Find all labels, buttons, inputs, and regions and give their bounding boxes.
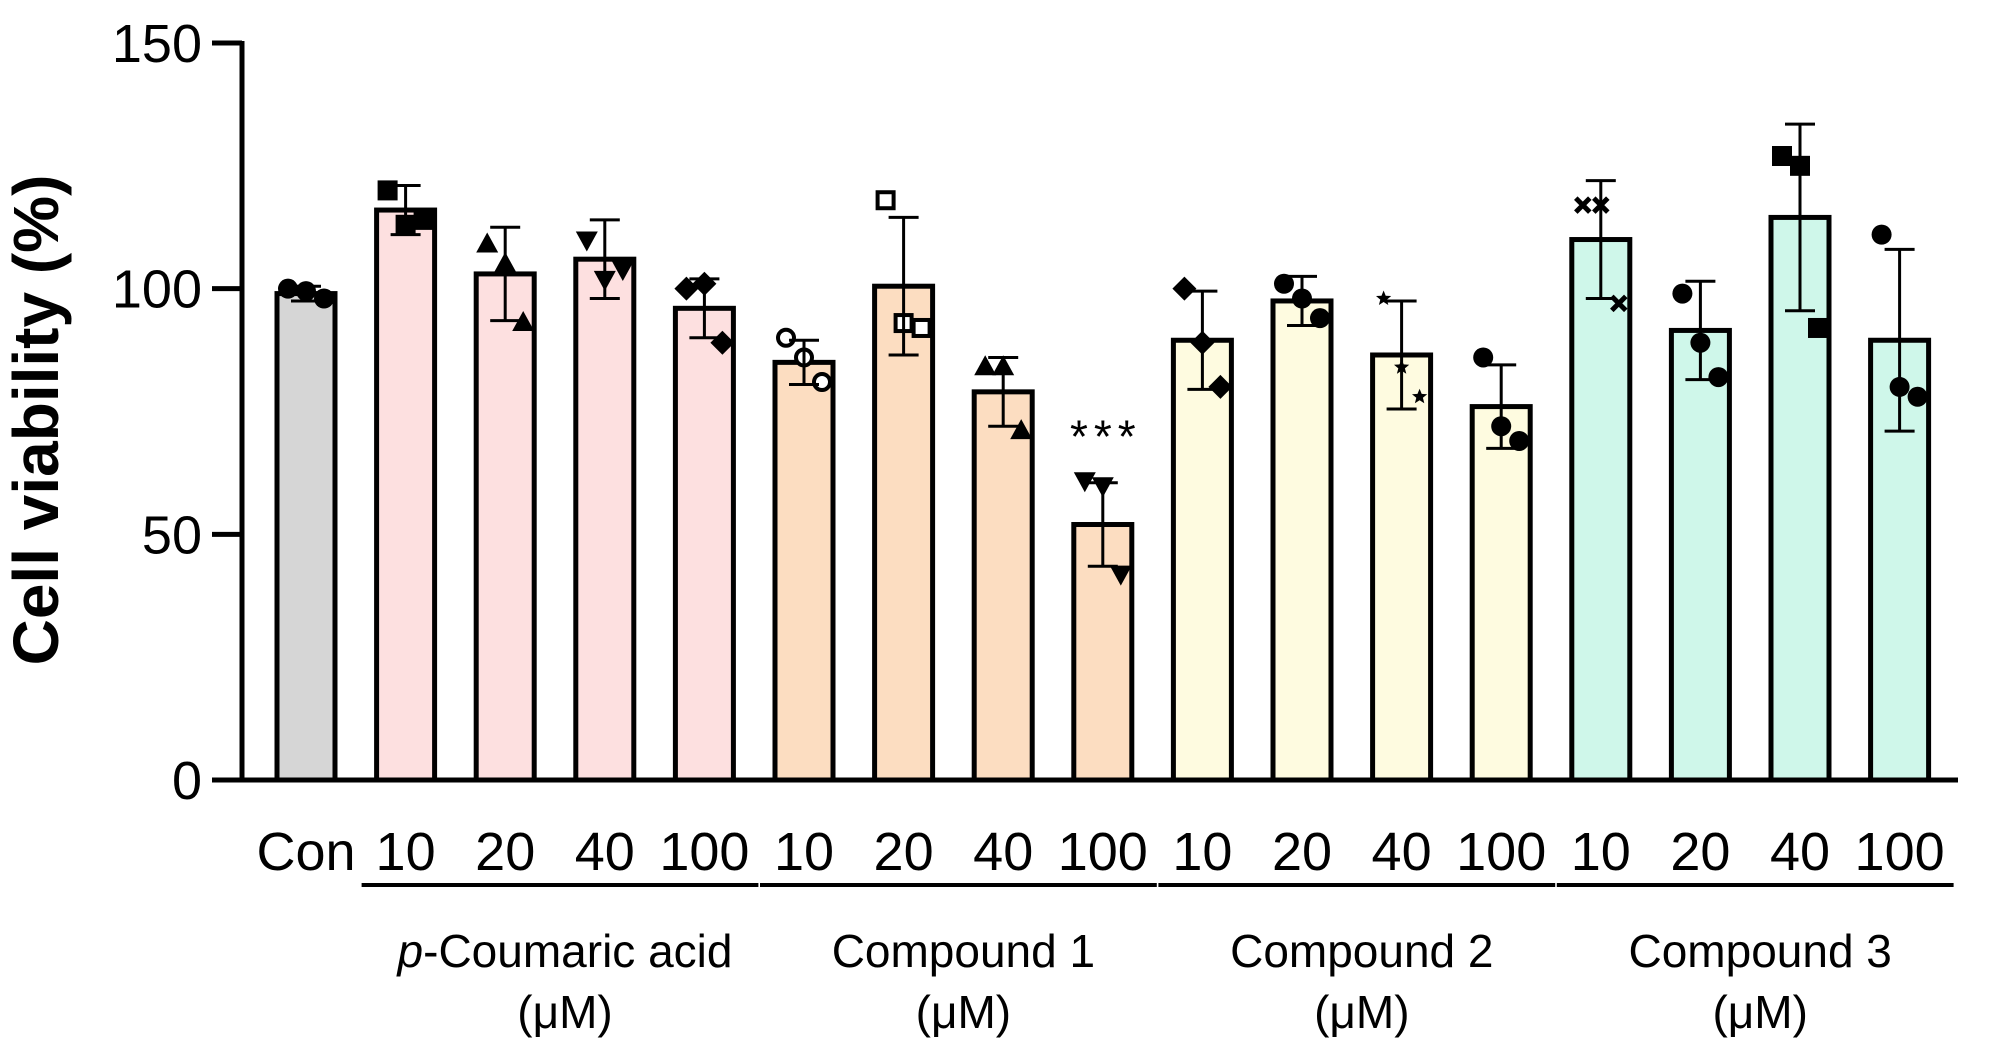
group-label: p-Coumaric acid (396, 925, 733, 977)
x-tick-label: 10 (774, 822, 834, 882)
error-bars (291, 122, 1915, 568)
bar (573, 256, 637, 783)
y-tick-label: 50 (142, 505, 202, 565)
bar (1270, 298, 1334, 783)
data-point (1509, 430, 1530, 451)
bar (1170, 337, 1234, 783)
x-tick-label: 20 (1272, 822, 1332, 882)
data-point (1808, 317, 1828, 338)
bar (672, 305, 736, 783)
bar (274, 291, 338, 783)
group-label: Compound 1 (832, 925, 1095, 977)
data-point (413, 209, 434, 230)
data-point (278, 278, 298, 299)
x-tick-label: 10 (376, 822, 436, 882)
x-tick-label: 40 (1372, 822, 1432, 882)
data-point (776, 327, 796, 348)
data-point (1073, 472, 1096, 493)
group-unit-label: (μM) (1314, 986, 1409, 1038)
x-tick-label: 40 (575, 822, 635, 882)
x-tick-label: 40 (973, 822, 1033, 882)
data-point (1574, 196, 1592, 214)
bars (274, 207, 1932, 783)
significance-label: *** (1070, 411, 1142, 463)
data-point (1907, 386, 1928, 407)
x-tick-labels: Con 10 20 40 100 10 20 40 100 10 20 40 100 10 20 40 100 (256, 822, 1944, 882)
data-point (1376, 290, 1392, 305)
data-point (911, 317, 932, 338)
bar (772, 359, 836, 783)
data-point (1871, 224, 1892, 245)
x-tick-label: 20 (1670, 822, 1730, 882)
data-point (1310, 308, 1330, 329)
data-point (1412, 388, 1428, 404)
data-point (1172, 276, 1197, 301)
x-tick-label: 40 (1770, 822, 1830, 882)
data-point (674, 276, 699, 301)
y-axis: 0 50 100 150 (112, 14, 245, 811)
bar (473, 271, 537, 783)
data-point (476, 232, 499, 253)
y-tick-label: 100 (112, 260, 202, 320)
y-tick-label: 150 (112, 14, 202, 74)
x-tick-label: 20 (874, 822, 934, 882)
data-point (611, 261, 634, 282)
group-unit-label: (μM) (1712, 986, 1807, 1038)
x-tick-label: 100 (659, 822, 749, 882)
data-point (1772, 146, 1792, 167)
x-tick-label: 100 (1855, 822, 1945, 882)
bar (1569, 237, 1633, 783)
y-axis-label: Cell viability (%) (0, 175, 72, 666)
data-point (1708, 367, 1729, 388)
data-point (875, 190, 896, 211)
group-labels: p-Coumaric acid (μM) Compound 1 (μM) Compoun… (361, 883, 1954, 1038)
x-tick-label: Con (256, 822, 355, 882)
data-point (575, 231, 598, 252)
data-point (1473, 347, 1494, 368)
annotations: *** (1070, 411, 1142, 463)
data-point (974, 355, 997, 376)
data-point (1010, 419, 1033, 440)
x-tick-label: 20 (475, 822, 535, 882)
data-points (278, 146, 1928, 586)
bar (872, 283, 936, 783)
x-tick-label: 100 (1456, 822, 1546, 882)
data-point (1672, 283, 1693, 304)
group-label: Compound 2 (1230, 925, 1493, 977)
data-point (1274, 273, 1294, 294)
bar (1668, 327, 1732, 783)
data-point (314, 288, 334, 309)
bar (1469, 404, 1533, 783)
group-unit-label: (μM) (916, 986, 1011, 1038)
data-point (1109, 565, 1132, 586)
x-tick-label: 10 (1571, 822, 1631, 882)
x-tick-label: 100 (1058, 822, 1148, 882)
group-unit-label: (μM) (517, 986, 612, 1038)
bar (971, 389, 1035, 783)
data-point (377, 180, 398, 201)
group-label: Compound 3 (1628, 925, 1891, 977)
bar (374, 207, 438, 783)
data-point (1208, 374, 1233, 399)
data-point (812, 372, 832, 393)
bar (1370, 352, 1434, 783)
y-tick-label: 0 (172, 751, 202, 811)
x-tick-label: 10 (1172, 822, 1232, 882)
data-point (512, 311, 535, 332)
